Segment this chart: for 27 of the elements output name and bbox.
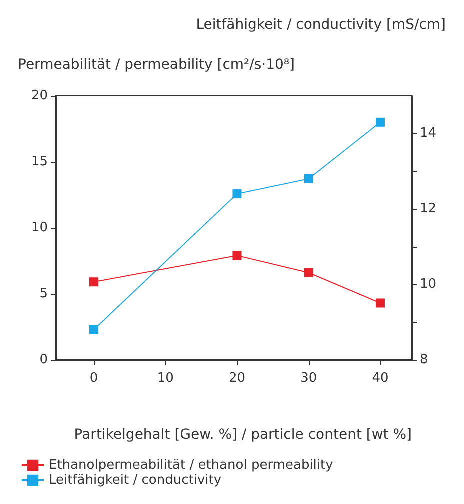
y-tick-label: 15 <box>31 154 48 170</box>
point <box>89 325 98 334</box>
point <box>376 298 385 308</box>
y-tick-label: 10 <box>31 220 48 236</box>
x-tick-label: 40 <box>372 371 389 386</box>
y-tick-label: 0 <box>40 352 48 368</box>
y-tick-label: 20 <box>31 88 48 104</box>
y2-tick-label: 10 <box>420 277 437 292</box>
y2-tick-label: 12 <box>420 202 437 217</box>
point <box>232 251 242 260</box>
legend-label: Leitfähigkeit / conductivity <box>49 473 222 488</box>
point <box>89 278 98 287</box>
x-tick-label: 30 <box>300 371 318 386</box>
x-tick-label: 0 <box>90 371 98 386</box>
x-tick-label: 10 <box>157 371 174 386</box>
y2-axis-title: Leitfähigkeit / conductivity [mS/cm] <box>196 17 446 33</box>
y2-tick-label: 8 <box>420 352 428 368</box>
point <box>304 268 314 278</box>
y-axis-title: Permeabilität / permeability [cm²/s·10⁸] <box>18 57 296 73</box>
point <box>304 174 314 184</box>
x-axis-title: Partikelgehalt [Gew. %] / particle content [wt %] <box>74 427 412 443</box>
x-tick-label: 20 <box>228 371 246 386</box>
y-tick-label: 5 <box>40 286 48 302</box>
y2-tick-label: 14 <box>420 126 437 142</box>
point <box>232 190 242 199</box>
point <box>376 118 385 127</box>
legend-label: Ethanolpermeabilität / ethanol permeability <box>49 458 334 473</box>
